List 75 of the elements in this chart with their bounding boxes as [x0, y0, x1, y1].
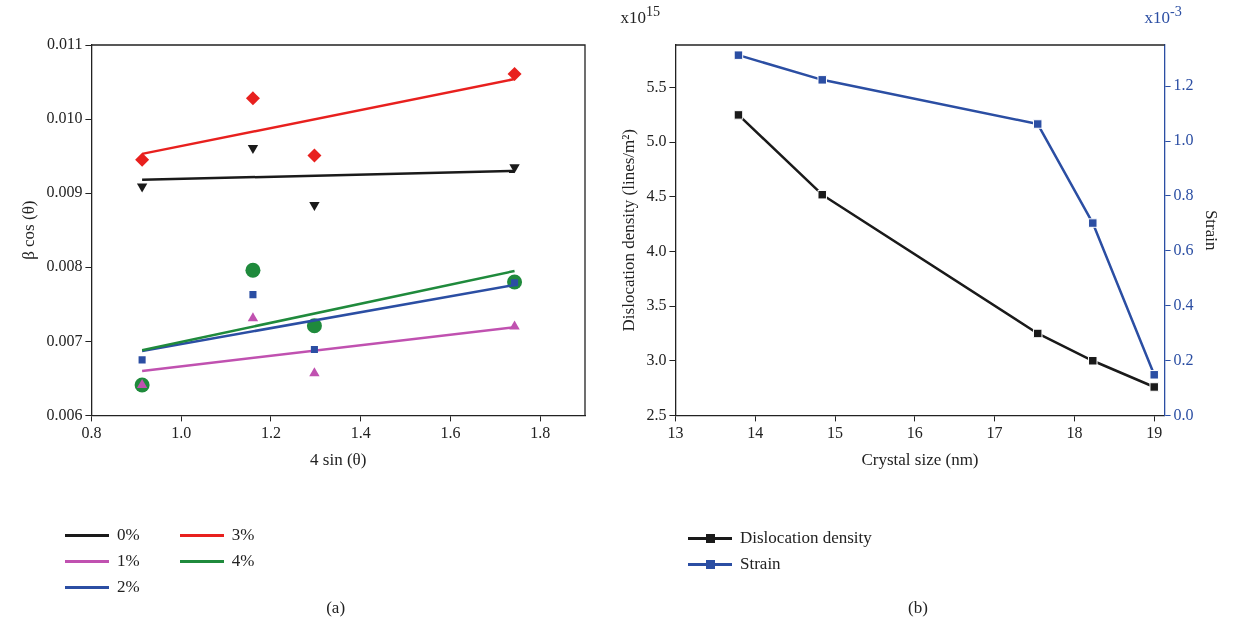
text: (b): [908, 598, 928, 618]
legend-label: 2%: [117, 577, 140, 597]
point: [136, 379, 148, 389]
legend-label: Strain: [740, 554, 781, 574]
x-tick-label: 0.8: [81, 424, 102, 442]
x-tick-label: 19: [1146, 424, 1163, 442]
text: x10$^{-3}$: [1144, 3, 1182, 28]
point: [509, 164, 520, 174]
x-tick-label: 15: [827, 424, 844, 442]
point: [310, 345, 318, 353]
legend-label: 1%: [117, 551, 140, 571]
point: [307, 148, 322, 163]
x-tick-label: 1.6: [440, 424, 461, 442]
y-tick-label: 3.5: [646, 296, 667, 314]
text: (a): [326, 598, 346, 618]
point: [509, 320, 520, 330]
x-tick-label: 18: [1066, 424, 1083, 442]
point: [245, 91, 260, 106]
legend-label: Dislocation density: [740, 528, 872, 548]
y2-tick-label: 1.2: [1173, 76, 1194, 94]
text: x10$^{15}$: [620, 3, 661, 28]
y-tick-label: 5.0: [646, 132, 667, 150]
y2-tick-label: 0.4: [1173, 295, 1194, 313]
y2-tick-label: 0.6: [1173, 240, 1194, 258]
y-tick-label: 0.006: [46, 405, 83, 423]
point: [1088, 218, 1098, 228]
y-tick-label: 0.007: [46, 331, 83, 349]
y-tick-label: 2.5: [646, 405, 667, 423]
y2-tick-label: 0.0: [1173, 405, 1194, 423]
y-tick-label: 4.0: [646, 241, 667, 259]
x-tick-label: 1.0: [171, 424, 192, 442]
point: [247, 312, 259, 322]
point: [733, 50, 744, 60]
x-tick-label: 1.4: [350, 424, 371, 442]
x-axis-title: Crystal size (nm): [861, 450, 979, 470]
point: [1088, 356, 1098, 366]
x-tick-label: 17: [986, 424, 1003, 442]
legend-label: 4%: [231, 551, 255, 571]
point: [138, 356, 146, 364]
y2-tick-label: 0.8: [1173, 186, 1194, 204]
y2-tick-label: 0.2: [1173, 350, 1194, 368]
point: [733, 110, 744, 120]
point: [309, 202, 320, 212]
legend-label: 0%: [117, 525, 140, 545]
y-tick-label: 0.008: [46, 257, 83, 275]
point: [817, 189, 827, 200]
point: [1032, 328, 1043, 339]
y-tick-label: 4.5: [646, 187, 667, 205]
x-axis-title: 4 sin (θ): [310, 450, 367, 470]
point: [309, 367, 320, 377]
x-tick-label: 1.2: [260, 424, 281, 442]
y2-tick-label: 1.0: [1173, 131, 1194, 149]
x-tick-label: 14: [747, 424, 764, 442]
point: [1032, 119, 1043, 129]
point: [507, 66, 522, 81]
x-tick-label: 1.8: [530, 424, 551, 442]
y-axis-title: β cos (θ): [18, 200, 38, 260]
y-tick-label: 5.5: [646, 77, 667, 95]
point: [1149, 370, 1159, 380]
point: [817, 75, 827, 85]
y-tick-label: 3.0: [646, 350, 667, 368]
y2-axis-title: Strain: [1202, 209, 1222, 251]
point: [245, 262, 261, 278]
y-tick-label: 0.011: [46, 35, 83, 53]
x-tick-label: 16: [906, 424, 923, 442]
point: [249, 291, 257, 299]
point: [136, 183, 148, 193]
y-tick-label: 0.009: [46, 183, 83, 201]
point: [1149, 382, 1159, 392]
x-tick-label: 13: [667, 424, 684, 442]
y-axis-title: Dislocation density (lines/m²): [618, 128, 638, 332]
y-tick-label: 0.010: [46, 109, 83, 127]
point: [135, 152, 150, 167]
legend-label: 3%: [231, 525, 255, 545]
point: [247, 144, 259, 154]
